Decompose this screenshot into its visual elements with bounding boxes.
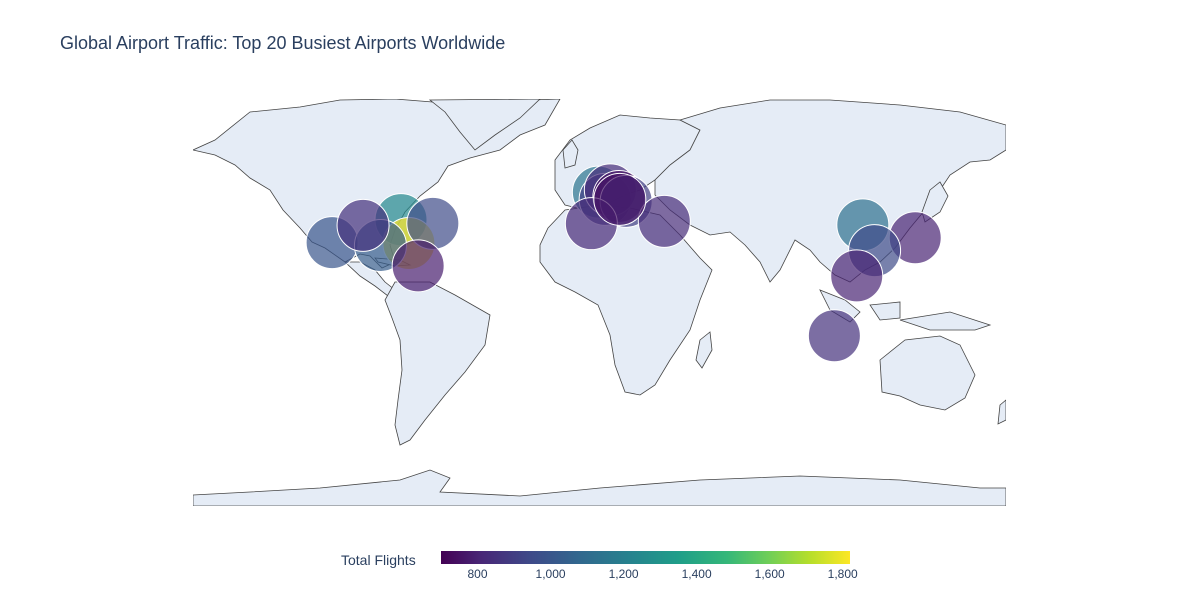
airport-marker[interactable] bbox=[391, 239, 445, 293]
airport-marker[interactable] bbox=[830, 249, 884, 303]
colorbar-tick-label: 800 bbox=[467, 567, 488, 581]
airport-marker[interactable] bbox=[807, 309, 861, 363]
greenland-land bbox=[428, 99, 541, 151]
land-layer bbox=[193, 99, 1006, 506]
indonesia-land bbox=[819, 289, 992, 331]
airport-marker[interactable] bbox=[336, 198, 390, 252]
new-zealand-land bbox=[997, 399, 1006, 425]
australia-land bbox=[879, 335, 976, 411]
colorbar-title: Total Flights bbox=[341, 552, 416, 568]
colorbar-tick-label: 1,000 bbox=[535, 567, 566, 581]
chart-title: Global Airport Traffic: Top 20 Busiest A… bbox=[60, 33, 506, 53]
airport-marker[interactable] bbox=[593, 172, 647, 226]
japan-land bbox=[921, 181, 949, 223]
colorbar bbox=[441, 551, 850, 564]
colorbar-tick-label: 1,600 bbox=[754, 567, 785, 581]
colorbar-tick-label: 1,200 bbox=[608, 567, 639, 581]
madagascar-land bbox=[695, 331, 713, 369]
uk-land bbox=[562, 139, 579, 169]
colorbar-tick-label: 1,800 bbox=[827, 567, 858, 581]
colorbar-tick-label: 1,400 bbox=[681, 567, 712, 581]
asia-land bbox=[654, 99, 1006, 283]
south-america-land bbox=[384, 281, 491, 446]
airport-markers[interactable] bbox=[305, 163, 942, 363]
airport-marker[interactable] bbox=[637, 194, 691, 248]
antarctica-land bbox=[193, 469, 1006, 506]
